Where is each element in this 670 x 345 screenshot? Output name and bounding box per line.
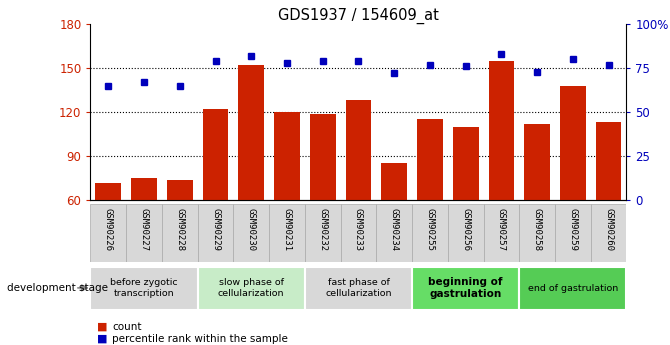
- Bar: [202, 109, 228, 288]
- Text: GSM90231: GSM90231: [283, 208, 291, 251]
- Text: GSM90230: GSM90230: [247, 208, 256, 251]
- Bar: [90, 204, 126, 262]
- Text: beginning of
gastrulation: beginning of gastrulation: [428, 277, 503, 299]
- Bar: [377, 204, 412, 262]
- Text: GSM90260: GSM90260: [604, 208, 613, 251]
- Bar: [167, 179, 193, 288]
- Bar: [126, 204, 162, 262]
- Text: development stage: development stage: [7, 283, 108, 293]
- Text: end of gastrulation: end of gastrulation: [528, 284, 618, 293]
- Bar: [555, 204, 591, 262]
- Text: GSM90234: GSM90234: [390, 208, 399, 251]
- Text: GSM90229: GSM90229: [211, 208, 220, 251]
- Bar: [560, 86, 586, 288]
- Text: ■: ■: [97, 322, 108, 332]
- Text: fast phase of
cellularization: fast phase of cellularization: [325, 278, 392, 298]
- Bar: [198, 204, 233, 262]
- Bar: [305, 204, 340, 262]
- Bar: [233, 204, 269, 262]
- Bar: [596, 122, 622, 288]
- Text: GSM90257: GSM90257: [497, 208, 506, 251]
- Text: GSM90232: GSM90232: [318, 208, 327, 251]
- Bar: [488, 61, 515, 288]
- Bar: [453, 127, 478, 288]
- Bar: [417, 119, 443, 288]
- Text: GSM90258: GSM90258: [533, 208, 541, 251]
- Bar: [591, 204, 626, 262]
- Text: GSM90226: GSM90226: [104, 208, 113, 251]
- Text: GSM90256: GSM90256: [461, 208, 470, 251]
- Title: GDS1937 / 154609_at: GDS1937 / 154609_at: [278, 8, 439, 24]
- Bar: [381, 164, 407, 288]
- Text: before zygotic
transcription: before zygotic transcription: [111, 278, 178, 298]
- Bar: [340, 204, 377, 262]
- Bar: [448, 204, 484, 262]
- Bar: [239, 65, 264, 288]
- Text: percentile rank within the sample: percentile rank within the sample: [112, 334, 288, 344]
- Bar: [269, 204, 305, 262]
- Text: slow phase of
cellularization: slow phase of cellularization: [218, 278, 285, 298]
- Bar: [412, 204, 448, 262]
- Bar: [412, 267, 519, 309]
- Text: GSM90259: GSM90259: [568, 208, 578, 251]
- Text: GSM90255: GSM90255: [425, 208, 434, 251]
- Bar: [95, 183, 121, 288]
- Bar: [484, 204, 519, 262]
- Bar: [90, 267, 198, 309]
- Bar: [519, 204, 555, 262]
- Bar: [305, 267, 412, 309]
- Text: count: count: [112, 322, 141, 332]
- Bar: [162, 204, 198, 262]
- Text: GSM90228: GSM90228: [176, 208, 184, 251]
- Bar: [131, 178, 157, 288]
- Bar: [346, 100, 371, 288]
- Bar: [274, 112, 300, 288]
- Bar: [310, 114, 336, 288]
- Bar: [524, 124, 550, 288]
- Text: GSM90233: GSM90233: [354, 208, 363, 251]
- Bar: [519, 267, 626, 309]
- Text: ■: ■: [97, 334, 108, 344]
- Text: GSM90227: GSM90227: [139, 208, 149, 251]
- Bar: [198, 267, 305, 309]
